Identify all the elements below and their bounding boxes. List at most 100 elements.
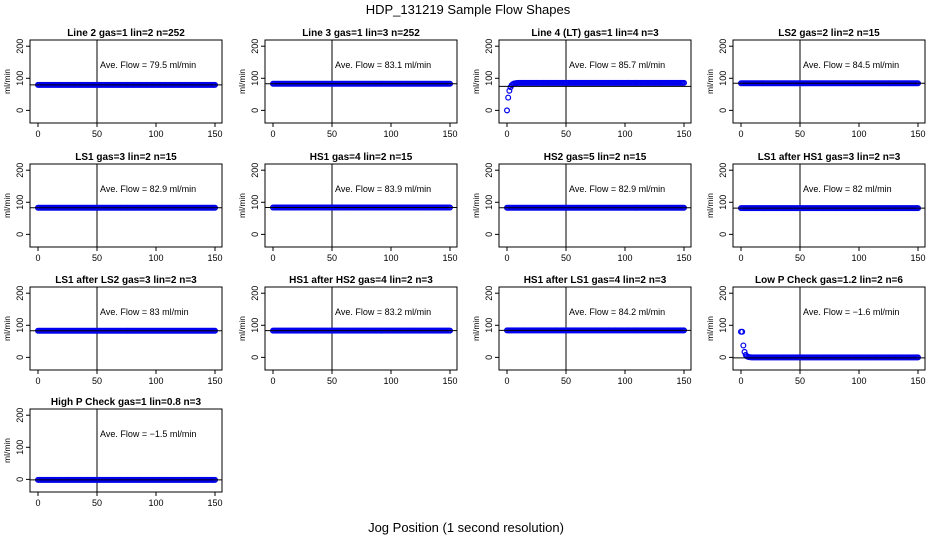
panel-title: Line 3 gas=1 lin=3 n=252 bbox=[302, 28, 420, 39]
y-tick-label: 0 bbox=[484, 232, 494, 237]
y-tick-label: 100 bbox=[250, 195, 260, 210]
y-tick-label: 100 bbox=[718, 195, 728, 210]
data-point bbox=[740, 342, 747, 349]
panel-title: HS1 gas=4 lin=2 n=15 bbox=[310, 152, 413, 163]
panel-4: LS2 gas=2 lin=2 n=15 ml/min 0 100 200 0 50 100 1… bbox=[705, 28, 926, 139]
average-flow-annotation: Ave. Flow = −1.6 ml/min bbox=[803, 307, 899, 317]
panel-ylabel: ml/min bbox=[2, 193, 12, 218]
x-tick-label: 50 bbox=[795, 129, 805, 139]
x-tick-label: 100 bbox=[383, 376, 398, 386]
average-flow-annotation: Ave. Flow = −1.5 ml/min bbox=[100, 429, 196, 439]
average-flow-annotation: Ave. Flow = 83.9 ml/min bbox=[335, 184, 431, 194]
x-tick-label: 100 bbox=[383, 129, 398, 139]
x-tick-label: 50 bbox=[327, 253, 337, 263]
x-tick-label: 150 bbox=[442, 253, 457, 263]
x-tick-label: 100 bbox=[617, 129, 632, 139]
y-tick-label: 100 bbox=[484, 318, 494, 333]
y-tick-label: 200 bbox=[250, 163, 260, 178]
y-tick-label: 100 bbox=[15, 318, 25, 333]
data-point bbox=[506, 87, 513, 94]
x-tick-label: 100 bbox=[851, 376, 866, 386]
panel-frame bbox=[264, 39, 458, 124]
x-tick-label: 150 bbox=[910, 376, 925, 386]
y-tick-label: 100 bbox=[15, 440, 25, 455]
y-tick-label: 100 bbox=[484, 71, 494, 86]
data-point bbox=[741, 348, 748, 355]
average-flow-annotation: Ave. Flow = 84.2 ml/min bbox=[569, 307, 665, 317]
x-tick-label: 50 bbox=[561, 253, 571, 263]
x-tick-label: 50 bbox=[92, 253, 102, 263]
panel-title: LS1 gas=3 lin=2 n=15 bbox=[75, 152, 177, 163]
panel-ylabel: ml/min bbox=[471, 69, 481, 94]
y-tick-label: 200 bbox=[718, 39, 728, 54]
x-tick-label: 100 bbox=[383, 253, 398, 263]
x-tick-label: 100 bbox=[148, 498, 163, 508]
panel-ylabel: ml/min bbox=[2, 69, 12, 94]
panel-9: LS1 after LS2 gas=3 lin=2 n=3 ml/min 0 100 2… bbox=[2, 275, 223, 386]
x-tick-label: 150 bbox=[442, 129, 457, 139]
panel-frame bbox=[498, 39, 692, 124]
panel-title: Line 2 gas=1 lin=2 n=252 bbox=[67, 28, 185, 39]
x-tick-label: 50 bbox=[92, 129, 102, 139]
y-tick-label: 100 bbox=[484, 195, 494, 210]
y-tick-label: 0 bbox=[15, 477, 25, 482]
x-tick-label: 150 bbox=[207, 253, 222, 263]
data-point bbox=[914, 354, 921, 361]
x-tick-label: 0 bbox=[35, 253, 40, 263]
x-tick-label: 100 bbox=[851, 129, 866, 139]
panel-6: HS1 gas=4 lin=2 n=15 ml/min 0 100 200 0 50 100 1… bbox=[237, 152, 458, 263]
x-tick-label: 50 bbox=[795, 376, 805, 386]
x-tick-label: 150 bbox=[207, 376, 222, 386]
y-tick-label: 0 bbox=[718, 355, 728, 360]
x-tick-label: 100 bbox=[148, 253, 163, 263]
y-tick-label: 100 bbox=[15, 195, 25, 210]
average-flow-annotation: Ave. Flow = 83.2 ml/min bbox=[335, 307, 431, 317]
data-point bbox=[739, 328, 746, 335]
y-tick-label: 0 bbox=[250, 108, 260, 113]
y-tick-label: 200 bbox=[250, 286, 260, 301]
panel-title: LS1 after LS2 gas=3 lin=2 n=3 bbox=[55, 275, 197, 286]
panel-frame bbox=[29, 408, 223, 493]
panel-frame bbox=[29, 163, 223, 248]
x-tick-label: 100 bbox=[617, 376, 632, 386]
y-tick-label: 0 bbox=[718, 108, 728, 113]
x-tick-label: 0 bbox=[35, 498, 40, 508]
y-tick-label: 200 bbox=[250, 39, 260, 54]
panel-frame bbox=[264, 163, 458, 248]
panel-13: High P Check gas=1 lin=0.8 n=3 ml/min 0 100… bbox=[2, 397, 223, 508]
panel-ylabel: ml/min bbox=[2, 438, 12, 463]
panel-title: HS1 after HS2 gas=4 lin=2 n=3 bbox=[289, 275, 433, 286]
x-tick-label: 0 bbox=[504, 129, 509, 139]
panel-ylabel: ml/min bbox=[471, 193, 481, 218]
x-tick-label: 0 bbox=[738, 253, 743, 263]
x-tick-label: 100 bbox=[148, 376, 163, 386]
x-tick-label: 150 bbox=[442, 376, 457, 386]
panel-7: HS2 gas=5 lin=2 n=15 ml/min 0 100 200 0 50 100 1… bbox=[471, 152, 692, 263]
data-point bbox=[505, 94, 512, 101]
panel-1: Line 2 gas=1 lin=2 n=252 ml/min 0 100 200 0 50… bbox=[2, 28, 223, 139]
y-tick-label: 100 bbox=[718, 71, 728, 86]
figure-xlabel: Jog Position (1 second resolution) bbox=[368, 520, 564, 535]
y-tick-label: 200 bbox=[15, 163, 25, 178]
y-tick-label: 0 bbox=[250, 355, 260, 360]
x-tick-label: 0 bbox=[504, 253, 509, 263]
panel-ylabel: ml/min bbox=[471, 316, 481, 341]
x-tick-label: 50 bbox=[795, 253, 805, 263]
average-flow-annotation: Ave. Flow = 85.7 ml/min bbox=[569, 60, 665, 70]
x-tick-label: 150 bbox=[910, 253, 925, 263]
x-tick-label: 150 bbox=[676, 129, 691, 139]
panel-frame bbox=[732, 286, 926, 371]
panel-12: Low P Check gas=1.2 lin=2 n=6 ml/min 0 100 2… bbox=[705, 275, 926, 386]
average-flow-annotation: Ave. Flow = 84.5 ml/min bbox=[803, 60, 899, 70]
x-tick-label: 0 bbox=[35, 129, 40, 139]
x-tick-label: 100 bbox=[851, 253, 866, 263]
x-tick-label: 0 bbox=[738, 376, 743, 386]
y-tick-label: 200 bbox=[15, 39, 25, 54]
x-tick-label: 50 bbox=[327, 376, 337, 386]
average-flow-annotation: Ave. Flow = 82 ml/min bbox=[803, 184, 892, 194]
panel-ylabel: ml/min bbox=[237, 316, 247, 341]
y-tick-label: 200 bbox=[718, 286, 728, 301]
y-tick-label: 200 bbox=[484, 163, 494, 178]
panel-ylabel: ml/min bbox=[705, 316, 715, 341]
